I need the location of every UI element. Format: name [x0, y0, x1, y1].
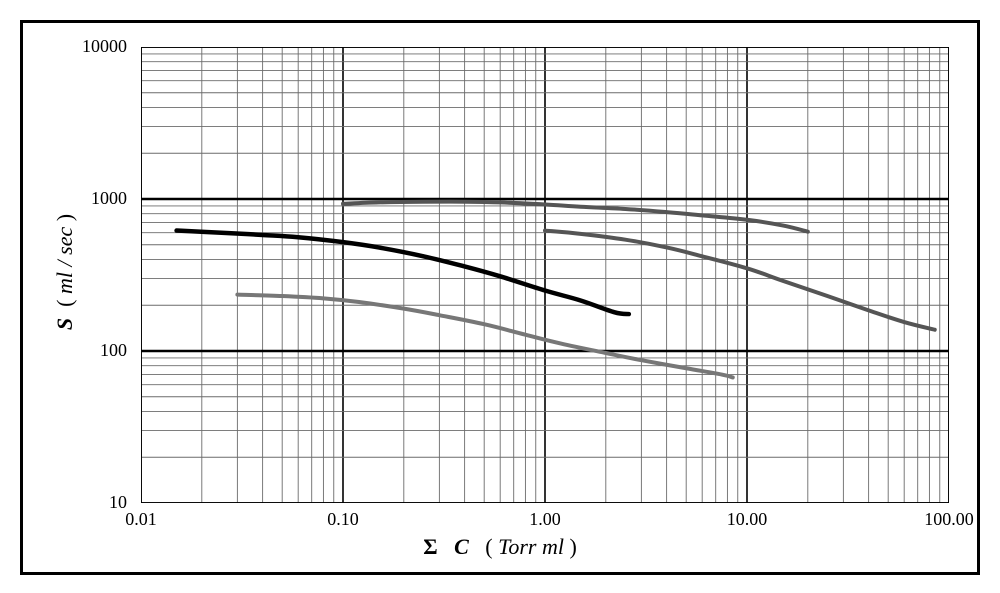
x-tick-label: 0.10 — [327, 509, 359, 530]
plot-area — [141, 47, 949, 503]
x-tick-label: 1.00 — [529, 509, 561, 530]
series-curve-upper-mid-short — [545, 231, 935, 330]
x-axis-symbol: C — [454, 534, 469, 559]
series-curve-mid-dark — [177, 231, 629, 315]
x-axis-label: Σ C ( Torr ml ) — [23, 534, 977, 560]
x-tick-label: 100.00 — [924, 509, 974, 530]
x-tick-label: 10.00 — [727, 509, 768, 530]
x-axis-sigma: Σ — [423, 534, 437, 559]
y-tick-label: 1000 — [91, 188, 127, 209]
y-tick-label: 100 — [100, 340, 127, 361]
y-tick-label: 10000 — [82, 36, 127, 57]
x-tick-label: 0.01 — [125, 509, 157, 530]
chart-figure: S ( ml / sec ) Σ C ( Torr ml ) 101001000… — [20, 20, 980, 575]
y-axis-symbol: S — [52, 318, 77, 330]
y-axis-unit: ml / sec — [52, 227, 77, 294]
plot-wrap: S ( ml / sec ) Σ C ( Torr ml ) 101001000… — [23, 23, 977, 572]
grid — [141, 47, 949, 503]
x-axis-unit: Torr ml — [498, 534, 564, 559]
y-axis-label: S ( ml / sec ) — [52, 172, 78, 372]
